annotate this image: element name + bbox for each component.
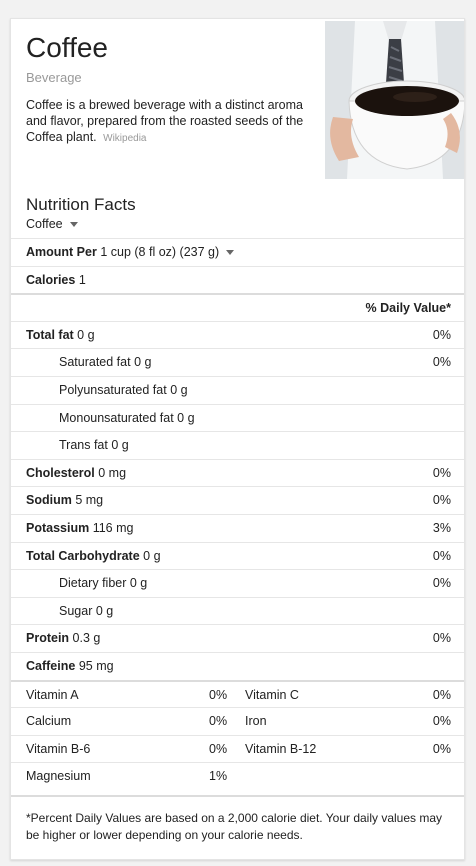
vitamin-percent: 0% [209, 741, 228, 756]
table-row: Protein 0.3 g 0% [11, 624, 464, 652]
calories-label: Calories [26, 272, 76, 287]
daily-value-header: % Daily Value* [11, 293, 464, 321]
vitamin-percent: 0% [432, 741, 451, 756]
coffee-cup-image-icon [325, 21, 464, 179]
vitamin-label: Vitamin B-6 [26, 741, 91, 756]
table-row: Caffeine 95 mg [11, 651, 464, 680]
table-row: Total Carbohydrate 0 g 0% [11, 541, 464, 570]
daily-value-footnote: *Percent Daily Values are based on a 2,0… [11, 795, 464, 859]
table-row: Total fat 0 g 0% [11, 320, 464, 349]
nutrient-percent: 0% [432, 631, 451, 646]
vitamin-label: Calcium [26, 714, 72, 729]
nutrition-table: Amount Per 1 cup (8 fl oz) (237 g) Calor… [11, 238, 464, 790]
nutrient-value: 0 g [111, 438, 129, 453]
nutrient-value: 0 mg [98, 465, 127, 480]
coffee-photo[interactable] [325, 21, 464, 179]
serving-size-value: 1 cup (8 fl oz) (237 g) [100, 245, 220, 259]
nutrient-value: 0 g [95, 603, 114, 618]
chevron-down-icon [226, 250, 235, 256]
nutrient-value: 0 g [129, 576, 148, 591]
entity-subtitle: Beverage [26, 70, 82, 85]
nutrient-label: Protein [26, 631, 70, 646]
nutrient-value: 0 g [143, 548, 161, 563]
vitamin-row: Vitamin B-6 0% Vitamin B-12 0% [11, 734, 464, 763]
serving-size-row[interactable]: Amount Per 1 cup (8 fl oz) (237 g) [11, 238, 464, 266]
entity-title: Coffee [26, 32, 108, 63]
nutrient-label: Cholesterol [26, 465, 95, 480]
nutrient-label: Potassium [26, 520, 90, 535]
nutrition-facts-heading: Nutrition Facts [26, 195, 136, 214]
vitamin-percent: 0% [432, 687, 451, 702]
vitamin-label: Magnesium [26, 769, 91, 784]
panel-header: Coffee Beverage Coffee is a brewed bever… [11, 19, 464, 185]
vitamin-percent: 0% [209, 687, 228, 702]
nutrient-label: Monounsaturated fat [59, 410, 174, 425]
nutrient-percent: 0% [432, 548, 451, 563]
vitamin-row: Calcium 0% Iron 0% [11, 707, 464, 735]
food-selector-value: Coffee [26, 217, 63, 231]
nutrient-value: 116 mg [92, 520, 134, 535]
table-row: Saturated fat 0 g 0% [11, 348, 464, 376]
nutrient-label: Caffeine [26, 658, 76, 673]
nutrient-value: 0 g [77, 327, 95, 342]
table-row: Dietary fiber 0 g 0% [11, 569, 464, 597]
amount-label: Amount Per [26, 245, 97, 259]
calories-value: 1 [78, 272, 86, 287]
vitamin-percent: 0% [432, 714, 451, 729]
vitamin-percent: 0% [209, 714, 228, 729]
nutrient-percent: 3% [432, 520, 451, 535]
food-selector-dropdown[interactable]: Coffee [26, 217, 78, 231]
table-row: Sugar 0 g [11, 596, 464, 625]
nutrient-value: 5 mg [75, 493, 104, 508]
vitamin-label: Vitamin A [26, 687, 79, 702]
nutrient-percent: 0% [432, 576, 451, 591]
table-row: Trans fat 0 g [11, 431, 464, 459]
nutrient-label: Polyunsaturated fat [59, 382, 167, 397]
nutrient-value: 95 mg [78, 658, 114, 673]
knowledge-panel: Coffee Beverage Coffee is a brewed bever… [10, 18, 465, 860]
nutrient-percent: 0% [432, 465, 451, 480]
vitamin-percent: 1% [209, 769, 228, 784]
vitamin-row: Vitamin A 0% Vitamin C 0% [11, 679, 464, 708]
nutrient-label: Total Carbohydrate [26, 548, 140, 563]
chevron-down-icon [69, 222, 78, 228]
nutrient-value: 0 g [177, 410, 195, 425]
table-row: Monounsaturated fat 0 g [11, 403, 464, 432]
nutrient-label: Trans fat [59, 438, 108, 453]
nutrient-percent: 0% [432, 355, 451, 370]
table-row: Cholesterol 0 mg 0% [11, 458, 464, 487]
nutrient-percent: 0% [432, 493, 451, 508]
nutrient-value: 0 g [170, 382, 188, 397]
nutrient-percent: 0% [432, 327, 451, 342]
nutrient-label: Dietary fiber [59, 576, 127, 591]
vitamin-label: Iron [245, 714, 267, 729]
nutrient-value: 0 g [134, 355, 152, 370]
table-row: Sodium 5 mg 0% [11, 486, 464, 514]
table-row: Potassium 116 mg 3% [11, 513, 464, 542]
vitamin-label: Vitamin B-12 [245, 741, 317, 756]
vitamin-row: Magnesium 1% [11, 762, 464, 790]
nutrient-label: Saturated fat [59, 355, 131, 370]
table-row: Polyunsaturated fat 0 g [11, 375, 464, 404]
description-text: Coffee is a brewed beverage with a disti… [26, 98, 304, 144]
nutrient-label: Total fat [26, 327, 74, 342]
wikipedia-link[interactable]: Wikipedia [103, 133, 147, 144]
nutrient-value: 0.3 g [72, 631, 101, 646]
entity-description: Coffee is a brewed beverage with a disti… [26, 97, 321, 147]
vitamin-label: Vitamin C [245, 687, 299, 702]
nutrient-label: Sugar [59, 603, 93, 618]
calories-row: Calories 1 [11, 265, 464, 294]
nutrient-label: Sodium [26, 493, 72, 508]
